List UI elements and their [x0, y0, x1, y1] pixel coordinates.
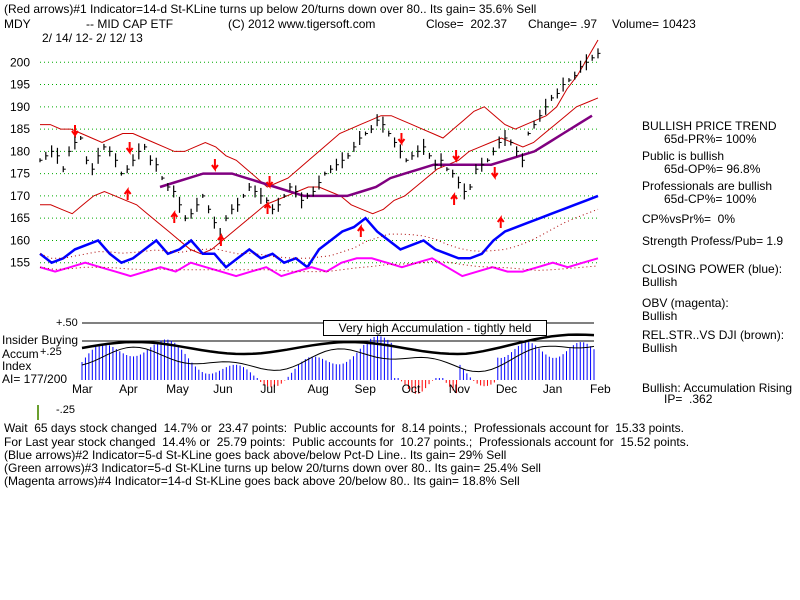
red-arrow-down — [397, 133, 406, 146]
y-tick-label: 180 — [10, 144, 30, 158]
red-arrow-up — [170, 210, 179, 223]
red-arrow-down — [125, 142, 134, 155]
month-label: Feb — [590, 382, 611, 396]
accum-line — [81, 345, 595, 373]
month-label: May — [166, 382, 189, 396]
index-label: Index — [2, 359, 32, 373]
red-arrow-down — [490, 167, 499, 180]
volume-value: Volume= 10423 — [612, 17, 696, 31]
red-arrow-up — [357, 224, 365, 237]
red-arrow-up — [496, 215, 505, 228]
month-label: Oct — [402, 382, 421, 396]
trend-title: BULLISH PRICE TREND — [642, 119, 777, 133]
obv-value: Bullish — [642, 309, 678, 323]
red-arrow-up — [217, 233, 225, 246]
fund-name: -- MID CAP ETF — [86, 17, 174, 31]
insider-zero-tick: +.25 — [40, 346, 62, 358]
moving-average-line — [159, 114, 593, 198]
date-range: 2/ 14/ 12- 2/ 12/ 13 — [42, 31, 143, 45]
moving-average — [159, 114, 593, 198]
month-label: Mar — [72, 382, 93, 396]
cpvspr-value: CP%vsPr%= 0% — [642, 212, 736, 226]
ip-value: IP= .362 — [664, 392, 713, 406]
rel-str-line — [81, 333, 595, 356]
upper-band — [40, 39, 599, 188]
x-axis-month-labels: Mar Apr May Jun Jul Aug Sep Oct Nov Dec Jan Feb — [72, 382, 611, 396]
insider-upper-tick: +.50 — [56, 317, 78, 329]
month-label: Jan — [543, 382, 562, 396]
month-label: Aug — [307, 382, 328, 396]
insider-lower-tick: -.25 — [56, 404, 75, 416]
month-label: Nov — [449, 382, 470, 396]
y-tick-label: 200 — [10, 55, 30, 69]
obv-line — [39, 257, 599, 278]
prof-title: Professionals are bullish — [642, 179, 773, 193]
accum-title: Bullish: Accumulation Rising — [642, 381, 793, 395]
insider-title: Insider Buying — [2, 333, 79, 347]
month-label: Jul — [260, 382, 275, 396]
change-value: Change= .97 — [528, 17, 598, 31]
signal-arrows — [71, 125, 505, 246]
pr-value: 65d-PR%= 100% — [664, 132, 757, 146]
accumulation-index-panel — [37, 322, 595, 420]
cp-value: 65d-CP%= 100% — [664, 192, 757, 206]
ticker: MDY — [4, 17, 31, 31]
y-tick-label: 190 — [10, 100, 30, 114]
ai-value: AI= 177/200 — [2, 372, 68, 386]
obv-title: OBV (magenta): — [642, 296, 729, 310]
copyright: (C) 2012 www.tigersoft.com — [228, 17, 376, 31]
red-arrow-up — [450, 192, 458, 205]
footer-line1: Wait 65 days stock changed 14.7% or 23.4… — [4, 421, 684, 435]
red-arrow-down — [452, 150, 460, 163]
closing-power — [39, 194, 599, 270]
strength-value: Strength Profess/Pub= 1.9 — [642, 234, 784, 248]
month-label: Sep — [355, 382, 377, 396]
y-tick-label: 175 — [10, 167, 30, 181]
footer-line4: (Green arrows)#3 Indicator=5-d St-KLine … — [4, 461, 541, 475]
month-label: Apr — [119, 382, 138, 396]
footer-line3: (Blue arrows)#2 Indicator=5-d St-KLine g… — [4, 448, 507, 462]
red-arrow-down — [211, 159, 219, 172]
close-value: Close= 202.37 — [426, 17, 508, 31]
red-arrow-down — [265, 176, 274, 189]
red-arrow-up — [123, 187, 132, 200]
op-value: 65d-OP%= 96.8% — [664, 162, 761, 176]
closing-power-title: CLOSING POWER (blue): — [642, 262, 783, 276]
closing-power-value: Bullish — [642, 275, 678, 289]
red-arrow-down — [71, 125, 79, 138]
accum-label: Accum — [2, 347, 39, 361]
month-label: Dec — [496, 382, 517, 396]
relstr-title: REL.STR..VS DJI (brown): — [642, 328, 785, 342]
bands — [40, 39, 599, 255]
y-tick-label: 155 — [10, 256, 30, 270]
y-tick-label: 165 — [10, 211, 30, 225]
y-tick-label: 185 — [10, 122, 30, 136]
footer-line5: (Magenta arrows)#4 Indicator=14-d St-KLi… — [4, 474, 520, 488]
relstr-value: Bullish — [642, 341, 678, 355]
closing-power-line — [39, 194, 599, 270]
obv — [39, 257, 599, 278]
public-title: Public is bullish — [642, 149, 725, 163]
y-axis-tick-labels: 155 160 165 170 175 180 185 190 195 200 — [10, 55, 30, 269]
footer-line2: For Last year stock changed 14.4% or 25.… — [4, 435, 690, 449]
y-tick-label: 160 — [10, 233, 30, 247]
gridlines — [40, 61, 598, 264]
red-arrow-up — [263, 201, 272, 214]
accumulation-badge: Very high Accumulation - tightly held — [323, 320, 547, 336]
price-bars — [39, 48, 601, 244]
month-label: Jun — [213, 382, 232, 396]
y-tick-label: 195 — [10, 78, 30, 92]
header-line1: (Red arrows)#1 Indicator=14-d St-KLine t… — [4, 2, 537, 16]
y-tick-label: 170 — [10, 189, 30, 203]
